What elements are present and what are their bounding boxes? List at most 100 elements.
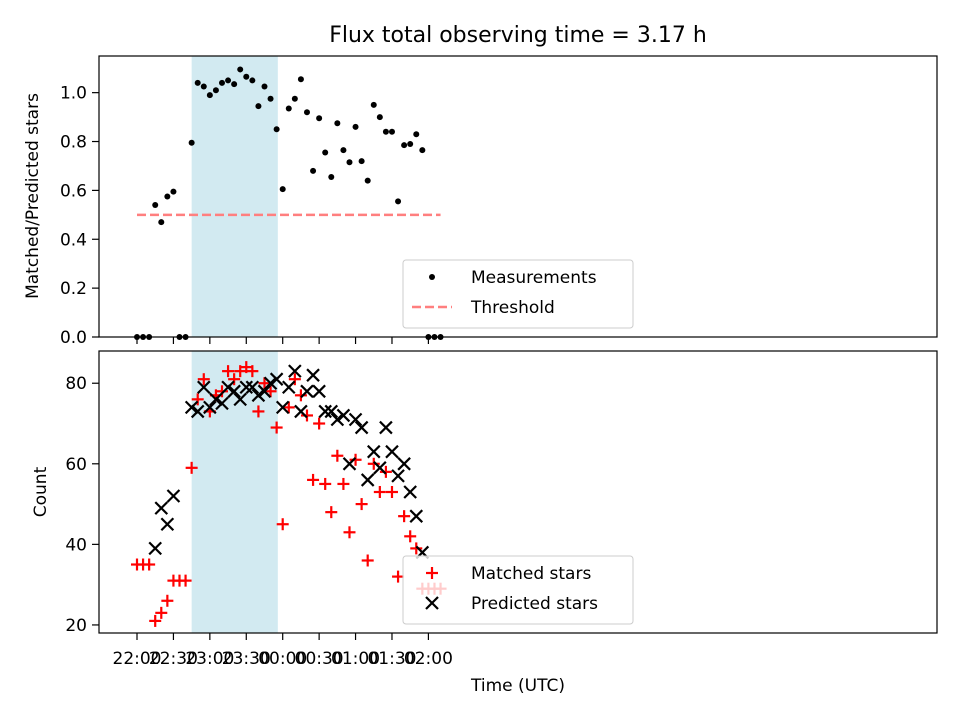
y-tick-label: 20 [65,616,87,636]
matched-star-point [337,477,350,490]
predicted-star-point [251,388,266,403]
predicted-star-point [391,469,405,483]
bottom-x-axis: 22:0022:3023:0023:3000:0000:3001:0001:30… [113,633,453,669]
matched-star-point [355,498,368,511]
measurement-point [376,114,383,121]
predicted-star-point [245,380,260,395]
predicted-star-point [348,412,363,427]
matched-star-point [234,365,247,378]
predicted-star-point [306,368,320,382]
x-tick-label: 00:30 [295,649,344,669]
matched-star-point [294,389,307,402]
matched-star-point [258,377,271,390]
bottom-y-axis: 20 40 60 80 [65,374,99,636]
x-tick-label: 22:00 [113,649,162,669]
matched-star-point [325,506,338,519]
measurement-point [401,142,408,149]
predicted-star-point [300,384,314,399]
legend-matched-marker [426,567,438,579]
predicted-star-point [221,380,235,395]
matched-star-point [288,373,301,386]
predicted-star-point [397,457,411,471]
bottom-points-layer [131,361,447,627]
predicted-star-point [275,400,290,415]
predicted-star-point [148,541,162,556]
top-y-axis-label: Matched/Predicted stars [23,93,43,299]
legend-predicted-label: Predicted stars [471,594,598,614]
y-tick-label: 60 [65,455,87,475]
predicted-star-point [203,400,217,415]
predicted-star-point [336,408,351,423]
y-tick-label: 0.0 [60,328,87,348]
predicted-star-point [154,501,169,515]
matched-star-point [228,373,241,386]
predicted-star-point [233,392,247,407]
y-tick-label: 40 [65,535,87,555]
y-tick-label: 0.8 [60,133,87,153]
measurement-point [334,120,341,127]
top-plot-frame [98,55,938,338]
measurement-point [194,79,201,86]
bottom-plot-frame [98,350,938,634]
measurement-point [352,123,359,130]
matched-star-point [222,365,235,378]
measurement-point [358,158,365,165]
matched-star-point [319,477,332,490]
matched-star-point [349,453,362,466]
bottom-y-axis-label: Count [31,466,51,517]
matched-star-point [197,373,210,386]
measurement-point [237,66,244,73]
predicted-star-point [318,404,332,419]
measurement-point [225,77,232,84]
predicted-star-point [215,396,229,411]
measurement-point [316,115,323,122]
legend-measurements-marker [429,274,435,280]
top-legend-box [402,259,634,329]
measurement-point [279,186,286,193]
bottom-legend-box [402,555,634,625]
matched-star-point [361,554,374,567]
measurement-point [388,128,395,135]
measurement-point [249,77,256,84]
y-tick-label: 0.6 [60,181,87,201]
predicted-star-point [409,509,424,523]
x-tick-label: 01:00 [331,649,380,669]
predicted-star-point [197,380,211,395]
predicted-star-point [269,372,284,386]
predicted-star-point [209,392,223,407]
top-y-axis: 0.0 0.2 0.4 0.6 0.8 1.0 [60,84,99,348]
top-points-layer [134,66,444,340]
measurement-point [395,198,402,205]
measurement-point [261,83,268,90]
matched-star-point [307,473,320,486]
predicted-star-point [166,489,181,503]
predicted-star-point [281,380,296,395]
measurement-point [303,109,310,116]
predicted-star-point [385,444,399,459]
matched-star-point [398,510,411,523]
matched-star-point [410,542,423,555]
top-x-ticks [136,337,430,344]
measurement-point [152,202,159,209]
legend-measurements-label: Measurements [471,268,597,288]
predicted-star-point [366,444,381,459]
matched-star-point [385,486,398,498]
predicted-star-point [160,517,175,532]
legend-matched-label: Matched stars [471,564,591,584]
matched-star-point [179,574,192,587]
measurement-point [413,131,420,138]
matched-star-point [300,409,313,422]
measurement-point [370,101,377,108]
top-legend: Measurements Threshold [402,259,634,329]
legend-threshold-label: Threshold [470,298,555,318]
matched-star-point [161,594,174,607]
top-shaded-region [191,56,278,337]
predicted-star-point [263,376,278,391]
predicted-star-point [373,461,387,475]
measurement-point [206,92,213,99]
matched-star-point [373,486,386,498]
matched-star-point [264,385,277,398]
measurement-point [273,126,280,133]
